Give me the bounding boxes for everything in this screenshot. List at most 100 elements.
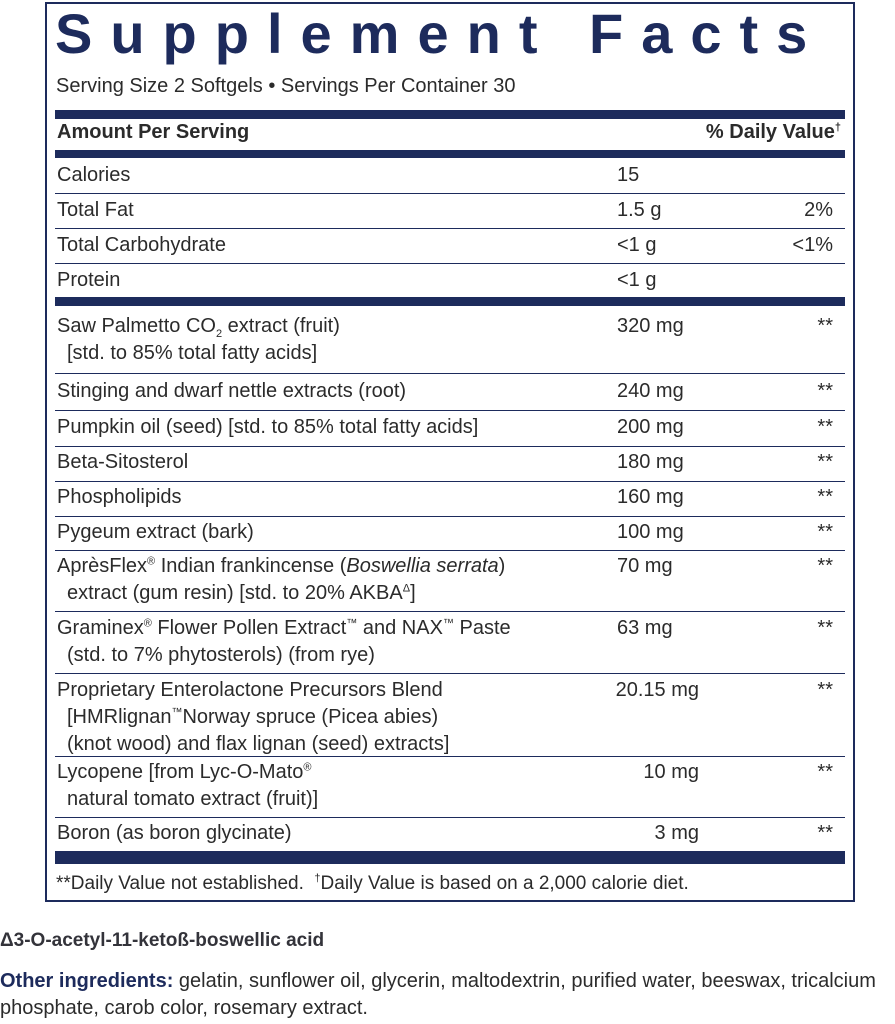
trademark: ™ (171, 706, 183, 719)
name-part: AprèsFlex (57, 555, 148, 577)
name-part: and NAX (357, 617, 443, 639)
ingredient-amount: 180 mg (617, 451, 684, 473)
name-part: (std. to 7% phytosterols) (from rye) (67, 644, 375, 666)
thick-divider (55, 150, 845, 158)
row-divider (55, 756, 845, 757)
ingredient-name: Proprietary Enterolactone Precursors Ble… (57, 677, 449, 758)
name-part: Graminex (57, 617, 144, 639)
nutrient-name: Total Fat (57, 199, 134, 221)
serving-info: Serving Size 2 Softgels • Servings Per C… (56, 75, 516, 97)
row-divider (55, 193, 845, 194)
ingredient-name: Pumpkin oil (seed) [std. to 85% total fa… (57, 416, 479, 438)
ingredient-dv: ** (817, 822, 833, 844)
ingredient-dv: ** (817, 555, 833, 577)
ingredient-dv: ** (817, 451, 833, 473)
nutrient-name: Total Carbohydrate (57, 234, 226, 256)
ingredient-name: Phospholipids (57, 486, 182, 508)
name-part: Saw Palmetto CO (57, 315, 216, 337)
nutrient-name: Calories (57, 164, 131, 186)
ingredient-name: Lycopene [from Lyc-O-Mato® natural tomato… (57, 759, 318, 813)
row-divider (55, 263, 845, 264)
thick-divider (55, 851, 845, 864)
supplement-facts-panel: Supplement Facts Serving Size 2 Softgels… (45, 2, 855, 902)
row-divider (55, 611, 845, 612)
name-part: natural tomato extract (fruit)] (67, 788, 319, 810)
ingredient-dv: ** (817, 380, 833, 402)
ingredient-dv: ** (817, 761, 833, 783)
footnote-dv-not-established: **Daily Value not established. (56, 873, 304, 894)
ingredient-dv: ** (817, 486, 833, 508)
ingredient-amount: 3 mg (654, 822, 699, 844)
name-part: ) (498, 555, 506, 577)
subscript: 2 (215, 328, 223, 340)
ingredient-amount: 200 mg (617, 416, 684, 438)
registered-mark: ® (303, 761, 312, 774)
name-part: Indian frankincense ( (155, 555, 347, 577)
registered-mark: ® (143, 617, 152, 630)
ingredient-amount: 240 mg (617, 380, 684, 402)
nutrient-amount: 15 (617, 164, 640, 186)
row-divider (55, 446, 845, 447)
dv-text: % Daily Value (705, 121, 835, 143)
nutrient-amount: 1.5 g (617, 199, 662, 221)
ingredient-dv: ** (817, 315, 833, 337)
row-divider (55, 550, 845, 551)
footnote: **Daily Value not established. †Daily Va… (56, 873, 845, 895)
dagger: † (314, 872, 321, 885)
name-part: Lycopene [from Lyc-O-Mato (57, 761, 304, 783)
name-part: [std. to 85% total fatty acids] (67, 342, 318, 364)
daily-value-label: % Daily Value† (706, 119, 841, 146)
row-divider (55, 481, 845, 482)
ingredient-name: Pygeum extract (bark) (57, 521, 254, 543)
ingredient-amount: 10 mg (643, 761, 699, 783)
row-divider (55, 673, 845, 674)
name-part: Proprietary Enterolactone Precursors Ble… (57, 679, 443, 701)
nutrient-name: Protein (57, 269, 121, 291)
ingredient-name: Saw Palmetto CO2 extract (fruit) [std. to… (57, 313, 340, 367)
ingredient-name: Boron (as boron glycinate) (57, 822, 292, 844)
row-divider (55, 516, 845, 517)
name-part: [HMRlignan (67, 706, 172, 728)
thick-divider (55, 297, 845, 306)
row-divider (55, 410, 845, 411)
footnote-calorie-diet: Daily Value is based on a 2,000 calorie … (320, 873, 689, 894)
trademark: ™ (346, 617, 358, 630)
panel-title: Supplement Facts (55, 2, 826, 65)
amount-per-serving-label: Amount Per Serving (57, 121, 250, 143)
name-part: extract (gum resin) [std. to 20% AKBA (67, 582, 403, 604)
other-ingredients-label: Other ingredients: (0, 970, 174, 992)
delta-mark: Δ (402, 582, 411, 595)
latin-name: Boswellia serrata (346, 555, 499, 577)
thick-divider (55, 110, 845, 119)
name-part: (knot wood) and flax lignan (seed) extra… (67, 733, 450, 755)
ingredient-name: Beta-Sitosterol (57, 451, 189, 473)
ingredient-amount: 320 mg (617, 315, 684, 337)
delta-footnote: Δ3-O-acetyl-11-ketoß-boswellic acid (0, 930, 325, 951)
ingredient-amount: 70 mg (617, 555, 673, 577)
nutrient-dv: 2% (804, 199, 833, 221)
name-part: Norway spruce (Picea abies) (182, 706, 439, 728)
ingredient-name: Stinging and dwarf nettle extracts (root… (57, 380, 407, 402)
trademark: ™ (442, 617, 454, 630)
ingredient-name: AprèsFlex® Indian frankincense (Boswelli… (57, 553, 505, 607)
ingredient-dv: ** (817, 679, 833, 701)
nutrient-amount: <1 g (617, 269, 657, 291)
ingredient-dv: ** (817, 521, 833, 543)
nutrient-amount: <1 g (617, 234, 657, 256)
other-ingredients: Other ingredients: gelatin, sunflower oi… (0, 968, 890, 1022)
other-ingredients-text: gelatin, sunflower oil, glycerin, maltod… (0, 970, 876, 1019)
ingredient-amount: 100 mg (617, 521, 684, 543)
name-part: Flower Pollen Extract (151, 617, 347, 639)
dagger: † (834, 121, 841, 134)
row-divider (55, 817, 845, 818)
name-part: extract (fruit) (222, 315, 340, 337)
row-divider (55, 373, 845, 374)
name-part: ] (410, 582, 416, 604)
name-part: Paste (453, 617, 511, 639)
ingredient-amount: 160 mg (617, 486, 684, 508)
ingredient-dv: ** (817, 617, 833, 639)
row-divider (55, 228, 845, 229)
ingredient-dv: ** (817, 416, 833, 438)
nutrient-dv: <1% (792, 234, 833, 256)
ingredient-name: Graminex® Flower Pollen Extract™ and NAX… (57, 615, 511, 669)
